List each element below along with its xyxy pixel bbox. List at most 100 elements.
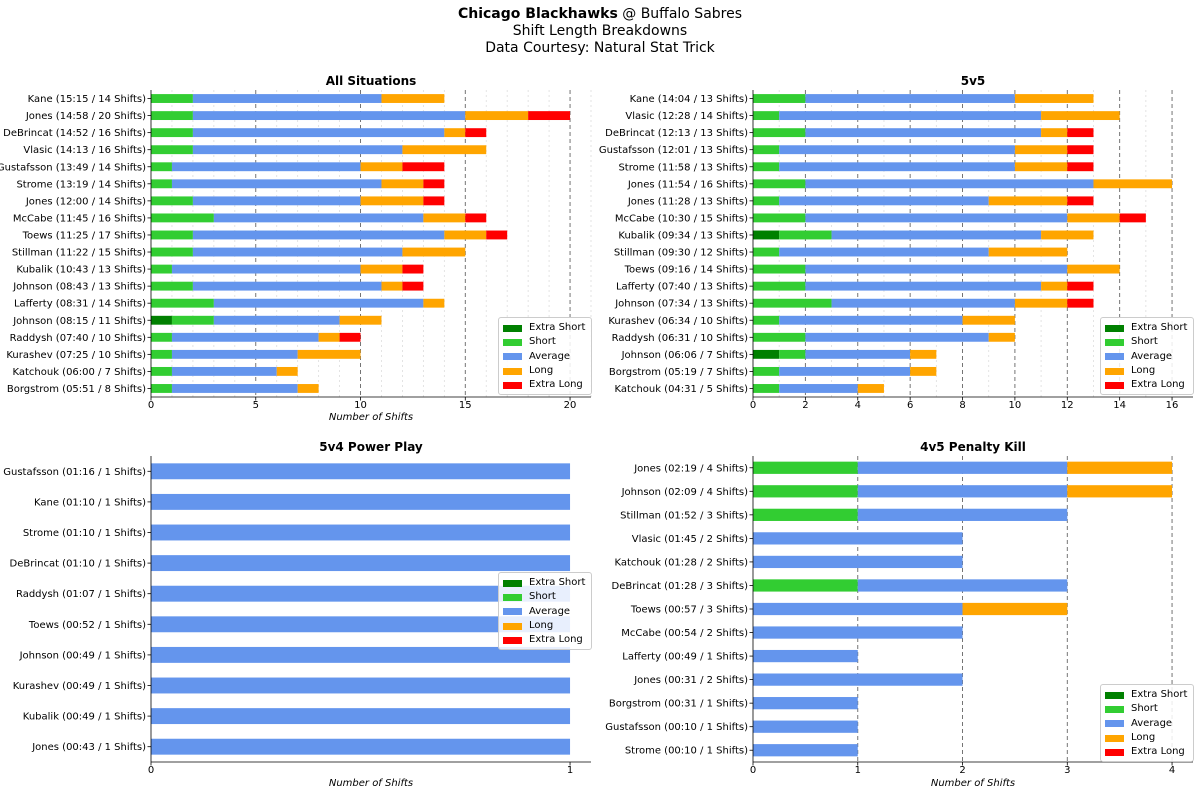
bar-segment-extra-long xyxy=(1067,298,1094,308)
bar-segment-extra-long xyxy=(423,179,445,189)
bar-segment-short xyxy=(151,145,193,155)
bar-segment-average xyxy=(857,485,1068,498)
bar-segment-long xyxy=(1014,162,1068,172)
legend-swatch xyxy=(1105,748,1124,756)
legend-item-short: Short xyxy=(503,590,585,604)
legend-item-extra-long: Extra Long xyxy=(503,378,585,392)
legend-label: Extra Short xyxy=(1131,689,1188,700)
bar-segment-average xyxy=(151,677,571,694)
bar-segment-short xyxy=(753,281,806,291)
bar-segment-short xyxy=(151,366,172,376)
category-label: Lafferty (00:49 / 1 Shifts) xyxy=(622,652,748,663)
bar-segment-long xyxy=(465,111,529,121)
bar-segment-average xyxy=(192,111,466,121)
bar-segment-average xyxy=(192,281,382,291)
bar-segment-short xyxy=(779,230,832,240)
bar-segment-average xyxy=(779,315,963,325)
bar-segment-average xyxy=(805,128,1042,138)
category-label: Stillman (11:22 / 15 Shifts) xyxy=(12,248,146,259)
legend-label: Long xyxy=(529,619,554,631)
legend-5v5: Extra Short Short Average Long Extra Long xyxy=(1100,317,1195,396)
bar-segment-long xyxy=(381,179,424,189)
bar-segment-extra-long xyxy=(528,111,571,121)
chart-5v5: Kane (14:04 / 13 Shifts) Vlasic (12:28 / … xyxy=(599,74,1193,411)
bar-segment-long xyxy=(962,602,1068,616)
chart-title: 4v5 Penalty Kill xyxy=(920,440,1026,454)
legend-label: Long xyxy=(1131,731,1156,743)
bar-segment-average xyxy=(805,213,1068,223)
bar-segment-long xyxy=(360,196,424,206)
bar-segment-short xyxy=(151,94,193,103)
bar-segment-long xyxy=(910,366,937,376)
bar-segment-short xyxy=(753,111,780,121)
bar-segment-extra-short xyxy=(151,315,172,325)
bar-segment-average xyxy=(753,602,963,616)
bar-segment-short xyxy=(151,230,193,240)
bar-segment-long xyxy=(1067,213,1120,223)
x-axis-label: Number of Shifts xyxy=(931,778,1015,789)
bar-segment-extra-long xyxy=(402,162,445,172)
legend-label: Extra Short xyxy=(529,322,586,333)
bar-segment-short xyxy=(753,579,858,592)
bar-segment-average xyxy=(779,145,1015,155)
category-label: Jones (11:54 / 16 Shifts) xyxy=(627,179,748,190)
category-label: Kane (14:04 / 13 Shifts) xyxy=(630,94,748,105)
bar-segment-average xyxy=(857,579,1068,592)
bar-segment-average xyxy=(151,493,571,510)
bar-segment-long xyxy=(276,366,298,376)
bar-segment-long xyxy=(1067,264,1120,274)
legend-item-extra-short: Extra Short xyxy=(503,576,585,590)
legend-swatch xyxy=(1105,353,1124,361)
bar-segment-average xyxy=(805,332,989,342)
x-tick-label: 0 xyxy=(750,400,756,411)
bar-segment-short xyxy=(151,332,172,342)
legend-item-average: Average xyxy=(1105,717,1187,731)
bar-segment-extra-long xyxy=(423,196,445,206)
category-label: Katchouk (01:28 / 2 Shifts) xyxy=(614,557,748,568)
bar-segment-average xyxy=(779,111,1042,121)
bar-segment-long xyxy=(297,384,319,393)
legend-item-average: Average xyxy=(1105,350,1187,364)
category-label: Gustafsson (13:49 / 14 Shifts) xyxy=(0,162,146,173)
legend-swatch xyxy=(1105,691,1124,699)
bar-segment-long xyxy=(402,145,487,155)
legend-swatch xyxy=(503,353,522,361)
data-credit: Data Courtesy: Natural Stat Trick xyxy=(485,40,715,56)
legend-item-short: Short xyxy=(1105,335,1187,349)
bar-segment-long xyxy=(1041,128,1068,138)
bar-segment-long xyxy=(1041,230,1094,240)
bar-segment-long xyxy=(1067,461,1173,474)
bar-segment-short xyxy=(753,264,806,274)
bar-segment-short xyxy=(753,196,780,206)
bar-segment-extra-long xyxy=(1119,213,1146,223)
category-label: Gustafsson (00:10 / 1 Shifts) xyxy=(605,722,748,733)
bar-segment-average xyxy=(171,162,361,172)
matchup-title: Chicago Blackhawks @ Buffalo Sabres xyxy=(0,6,1200,23)
bar-segment-extra-long xyxy=(1067,196,1094,206)
bar-segment-short xyxy=(753,366,780,376)
bar-segment-short xyxy=(779,349,806,359)
legend-swatch xyxy=(503,381,522,389)
legend-label: Extra Short xyxy=(1131,322,1188,333)
legend-swatch xyxy=(1105,734,1124,742)
bar-segment-short xyxy=(151,298,214,308)
bar-segment-short xyxy=(151,196,193,206)
bar-segment-short xyxy=(151,162,172,172)
category-label: McCabe (11:45 / 16 Shifts) xyxy=(13,213,146,224)
bar-segment-long xyxy=(360,162,403,172)
bar-segment-long xyxy=(381,94,445,103)
category-label: Borgstrom (00:31 / 1 Shifts) xyxy=(609,699,748,710)
bar-segment-short xyxy=(151,179,172,189)
category-label: Johnson (08:43 / 13 Shifts) xyxy=(12,282,146,293)
category-label: DeBrincat (01:28 / 3 Shifts) xyxy=(612,581,749,592)
bar-segment-average xyxy=(192,196,361,206)
x-tick-label: 6 xyxy=(907,400,913,411)
category-label: Johnson (02:09 / 4 Shifts) xyxy=(621,487,749,498)
legend-swatch xyxy=(503,324,522,332)
legend-label: Extra Long xyxy=(529,379,583,391)
category-label: Toews (00:52 / 1 Shifts) xyxy=(28,620,146,631)
bar-segment-long xyxy=(318,332,340,342)
legend-5v4-power-play: Extra Short Short Average Long Extra Long xyxy=(498,572,593,651)
bar-segment-average xyxy=(753,649,858,663)
bar-segment-short xyxy=(753,94,806,103)
